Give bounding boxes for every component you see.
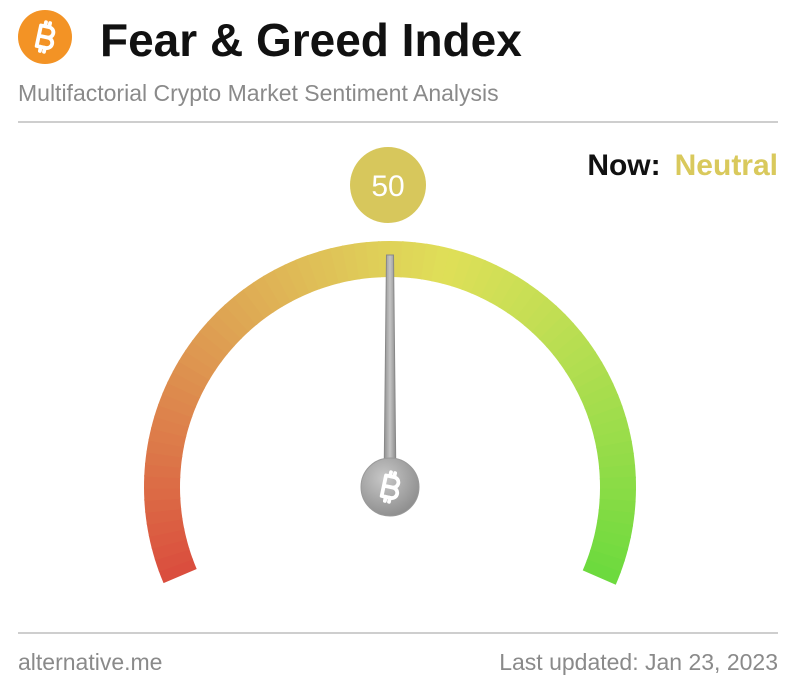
arc-segment [441,248,464,287]
arc-segment [595,519,634,539]
arc-segment [184,339,222,372]
source: alternative.me [18,649,162,675]
arc-segment [546,322,582,356]
arc-segment [461,255,487,294]
arc-segment [295,254,321,294]
arc-segment [515,289,548,327]
arc-segment [151,538,190,561]
status-label: Now: [587,149,660,182]
arc-segment [224,296,258,332]
arc-segment [570,361,609,391]
arc-segment [507,282,539,320]
arc-segment [584,394,623,419]
arc-segment [162,381,201,408]
arc-segment [592,529,631,551]
arc-segment [167,370,206,399]
arc-segment [157,392,197,418]
arc-segment [353,242,371,280]
arc-segment [559,341,597,373]
logo [18,10,72,64]
arc-segment [599,488,636,503]
updated: Last updated: Jan 23, 2023 [499,649,778,675]
arc-segment [470,259,498,298]
arc-segment [597,452,636,470]
arc-segment [306,251,331,290]
arc-segment [539,313,575,348]
arc-segment [215,304,250,340]
arc-segment [599,464,636,480]
arc-segment [590,539,629,562]
arc-segment [252,275,283,313]
arc-segment [148,528,187,549]
arc-segment [191,330,229,363]
arc-segment [158,558,197,584]
arc-segment [591,416,630,439]
value-label: 50 [371,170,404,203]
arc-segment [151,415,190,438]
arc-segment [582,559,621,585]
arc-segment [565,351,603,382]
arc-segment [588,405,627,429]
arc-segment [145,507,183,525]
arc-segment [207,312,243,347]
arc-segment [480,264,508,303]
arc-segment [599,476,636,491]
arc-segment [575,372,614,400]
arc-segment [178,349,216,380]
arc-segment [242,281,275,319]
arc-segment [154,548,193,572]
arc-segment [420,243,440,282]
arc-segment [580,382,619,410]
arc-segment [284,259,311,298]
arc-segment [144,474,181,489]
status: Neutral [675,149,778,182]
hub-glyph [379,470,401,504]
arc-segment [148,426,187,448]
arc-segment [552,331,590,364]
arc-segment [489,270,519,308]
arc-segment [498,276,529,314]
arc-segment [199,321,235,355]
arc-segment [451,251,475,290]
arc-segment [263,269,292,308]
arc-segment [273,264,302,303]
needle-group [383,254,397,488]
arc-segment [144,497,182,513]
arc-segment [365,241,382,279]
arc-segment [431,245,452,284]
gauge-arc [144,240,636,585]
arc-segment [531,305,566,341]
arc-segment [318,248,341,287]
subtitle: Multifactorial Crypto Market Sentiment A… [18,80,499,106]
arc-segment [233,288,266,326]
needle [383,254,397,488]
arc-segment [523,297,558,333]
arc-segment [586,549,625,574]
arc-segment [154,403,193,428]
title: Fear & Greed Index [100,14,522,66]
value-badge [350,147,426,223]
logo-glyph [34,20,56,54]
arc-segment [146,438,185,458]
arc-segment [172,360,211,389]
arc-segment [144,487,181,501]
